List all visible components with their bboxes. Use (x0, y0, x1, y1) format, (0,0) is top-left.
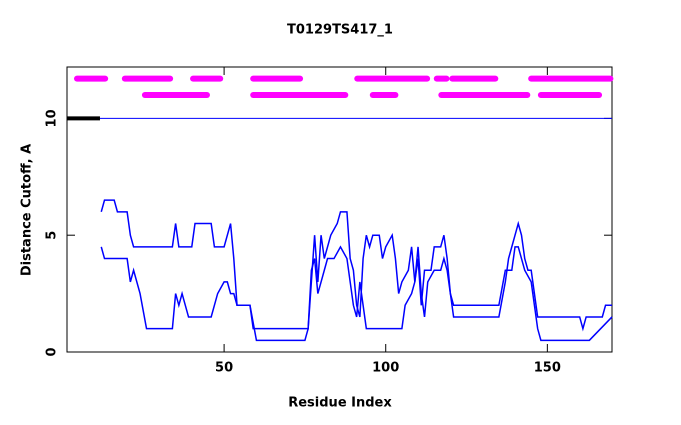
x-axis-label: Residue Index (288, 396, 392, 411)
x-tick-label: 150 (534, 361, 561, 376)
y-axis-label: Distance Cutoff, A (20, 144, 35, 276)
x-tick-label: 50 (215, 361, 233, 376)
y-tick-label: 10 (45, 109, 60, 127)
y-tick-label: 5 (45, 231, 60, 240)
series-line (100, 199, 612, 332)
series-line (100, 245, 613, 342)
chart-title: T0129TS417_1 (287, 23, 393, 38)
y-tick-label: 0 (45, 347, 60, 356)
x-tick-label: 100 (372, 361, 399, 376)
plot-frame (66, 66, 613, 353)
